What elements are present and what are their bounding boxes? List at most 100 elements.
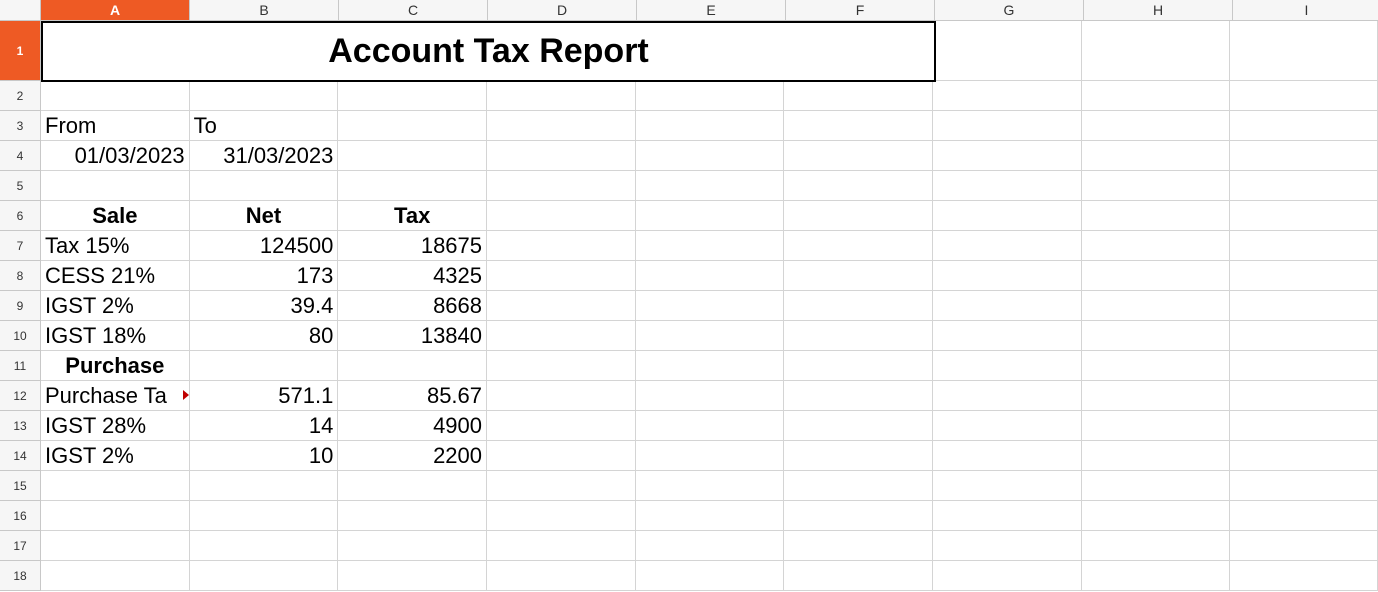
cell-e10[interactable] <box>635 321 785 351</box>
row-header-12[interactable]: 12 <box>0 381 41 411</box>
cell-f2[interactable] <box>784 81 934 111</box>
cell-a16[interactable] <box>41 501 190 531</box>
cell-h3[interactable] <box>1081 111 1231 141</box>
cell-i1[interactable] <box>1230 21 1378 81</box>
cell-e6[interactable] <box>635 201 785 231</box>
row-header-18[interactable]: 18 <box>0 561 41 591</box>
cell-h2[interactable] <box>1081 81 1231 111</box>
cell-f8[interactable] <box>784 261 934 291</box>
cell-c9[interactable]: 8668 <box>338 291 488 321</box>
cell-e18[interactable] <box>635 561 785 591</box>
cell-h10[interactable] <box>1081 321 1231 351</box>
cell-g18[interactable] <box>933 561 1082 591</box>
cell-g14[interactable] <box>933 441 1082 471</box>
cell-i3[interactable] <box>1230 111 1378 141</box>
cell-e5[interactable] <box>635 171 785 201</box>
cell-a6[interactable]: Sale <box>41 201 190 231</box>
cell-f12[interactable] <box>784 381 934 411</box>
cell-e12[interactable] <box>635 381 785 411</box>
cell-i10[interactable] <box>1230 321 1378 351</box>
cell-h1[interactable] <box>1081 21 1231 81</box>
cell-d11[interactable] <box>487 351 636 381</box>
cell-d18[interactable] <box>487 561 636 591</box>
cell-h11[interactable] <box>1081 351 1231 381</box>
cell-f17[interactable] <box>784 531 934 561</box>
cell-e3[interactable] <box>635 111 785 141</box>
cell-a12[interactable]: Purchase Ta <box>41 381 190 411</box>
cell-c3[interactable] <box>338 111 488 141</box>
row-header-6[interactable]: 6 <box>0 201 41 231</box>
cell-c7[interactable]: 18675 <box>338 231 488 261</box>
cell-c10[interactable]: 13840 <box>338 321 488 351</box>
cell-b2[interactable] <box>189 81 339 111</box>
cell-d16[interactable] <box>487 501 636 531</box>
column-header-c[interactable]: C <box>339 0 488 21</box>
cell-g11[interactable] <box>933 351 1082 381</box>
cell-b11[interactable] <box>189 351 339 381</box>
cell-d14[interactable] <box>487 441 636 471</box>
cell-d17[interactable] <box>487 531 636 561</box>
cell-d7[interactable] <box>487 231 636 261</box>
column-header-f[interactable]: F <box>786 0 935 21</box>
cell-b12[interactable]: 571.1 <box>189 381 339 411</box>
cell-f14[interactable] <box>784 441 934 471</box>
cell-b14[interactable]: 10 <box>189 441 339 471</box>
cell-a7[interactable]: Tax 15% <box>41 231 190 261</box>
cell-h6[interactable] <box>1081 201 1231 231</box>
cell-b13[interactable]: 14 <box>189 411 339 441</box>
cell-f7[interactable] <box>784 231 934 261</box>
cell-d15[interactable] <box>487 471 636 501</box>
cell-c15[interactable] <box>338 471 488 501</box>
cell-b5[interactable] <box>189 171 339 201</box>
cell-e13[interactable] <box>635 411 785 441</box>
cell-i7[interactable] <box>1230 231 1378 261</box>
cell-b4[interactable]: 31/03/2023 <box>189 141 339 171</box>
cell-a17[interactable] <box>41 531 190 561</box>
cell-h4[interactable] <box>1081 141 1231 171</box>
cell-d10[interactable] <box>487 321 636 351</box>
cell-d5[interactable] <box>487 171 636 201</box>
row-header-4[interactable]: 4 <box>0 141 41 171</box>
cell-e17[interactable] <box>635 531 785 561</box>
cell-h12[interactable] <box>1081 381 1231 411</box>
row-header-1[interactable]: 1 <box>0 21 41 81</box>
cell-c2[interactable] <box>338 81 488 111</box>
cell-d6[interactable] <box>487 201 636 231</box>
cell-e11[interactable] <box>635 351 785 381</box>
cell-f6[interactable] <box>784 201 934 231</box>
cell-i17[interactable] <box>1230 531 1378 561</box>
cell-g7[interactable] <box>933 231 1082 261</box>
cell-b3[interactable]: To <box>189 111 339 141</box>
cell-h13[interactable] <box>1081 411 1231 441</box>
cell-g8[interactable] <box>933 261 1082 291</box>
row-header-8[interactable]: 8 <box>0 261 41 291</box>
cell-e7[interactable] <box>635 231 785 261</box>
cell-g9[interactable] <box>933 291 1082 321</box>
cell-i4[interactable] <box>1230 141 1378 171</box>
cell-g4[interactable] <box>933 141 1082 171</box>
cell-i13[interactable] <box>1230 411 1378 441</box>
row-header-11[interactable]: 11 <box>0 351 41 381</box>
cell-i16[interactable] <box>1230 501 1378 531</box>
row-header-7[interactable]: 7 <box>0 231 41 261</box>
cell-i14[interactable] <box>1230 441 1378 471</box>
row-header-14[interactable]: 14 <box>0 441 41 471</box>
cell-a8[interactable]: CESS 21% <box>41 261 190 291</box>
cell-b15[interactable] <box>189 471 339 501</box>
cell-a10[interactable]: IGST 18% <box>41 321 190 351</box>
cell-c14[interactable]: 2200 <box>338 441 488 471</box>
cell-d3[interactable] <box>487 111 636 141</box>
cell-h5[interactable] <box>1081 171 1231 201</box>
cell-f11[interactable] <box>784 351 934 381</box>
cell-i6[interactable] <box>1230 201 1378 231</box>
cell-i2[interactable] <box>1230 81 1378 111</box>
cell-c18[interactable] <box>338 561 488 591</box>
cell-b10[interactable]: 80 <box>189 321 339 351</box>
cell-b18[interactable] <box>189 561 339 591</box>
cell-i5[interactable] <box>1230 171 1378 201</box>
cell-h15[interactable] <box>1081 471 1231 501</box>
cell-f3[interactable] <box>784 111 934 141</box>
cell-g17[interactable] <box>933 531 1082 561</box>
cell-g10[interactable] <box>933 321 1082 351</box>
column-header-g[interactable]: G <box>935 0 1084 21</box>
